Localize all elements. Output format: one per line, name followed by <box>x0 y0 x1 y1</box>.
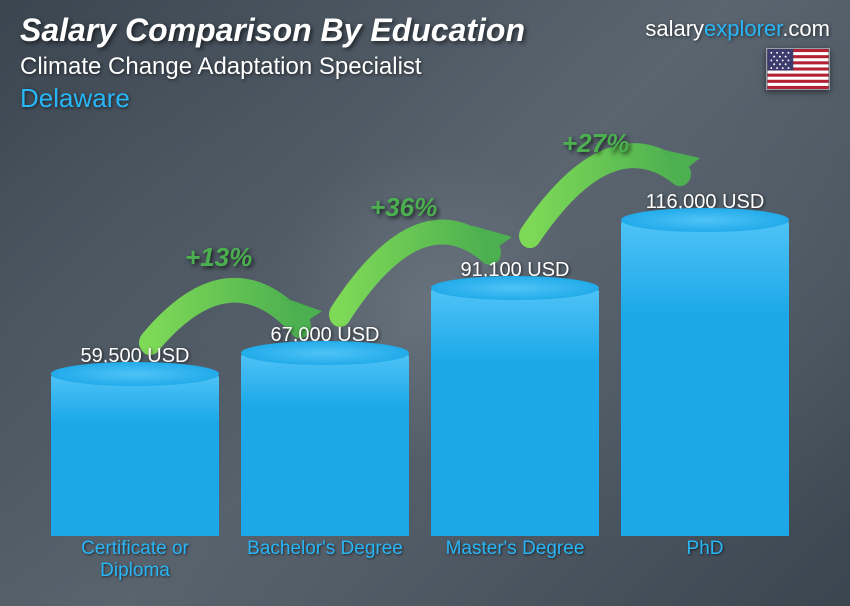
brand-logo: salaryexplorer.com <box>645 16 830 42</box>
bar <box>431 288 598 536</box>
bar-group: 67,000 USD <box>241 324 408 536</box>
location: Delaware <box>20 83 830 114</box>
xaxis-label: Bachelor's Degree <box>241 538 408 586</box>
xaxis-label: PhD <box>621 538 788 586</box>
brand-main: salary <box>645 16 704 41</box>
bar-top-ellipse <box>241 341 408 365</box>
bar <box>241 353 408 536</box>
xaxis-labels: Certificate or Diploma Bachelor's Degree M… <box>40 538 800 586</box>
job-title: Climate Change Adaptation Specialist <box>20 53 830 81</box>
xaxis-label: Certificate or Diploma <box>51 538 218 586</box>
brand-accent: explorer <box>704 16 782 41</box>
bar <box>51 374 218 536</box>
xaxis-label: Master's Degree <box>431 538 598 586</box>
bar-top-ellipse <box>621 208 788 232</box>
bar-top-ellipse <box>51 362 218 386</box>
bar-top-ellipse <box>431 276 598 300</box>
bar <box>621 220 788 536</box>
bar-group: 116,000 USD <box>621 191 788 536</box>
chart-area: +13% +36% +27% 59,500 USD 67,000 USD 91,… <box>40 140 800 586</box>
bar-group: 59,500 USD <box>51 345 218 536</box>
brand-suffix: .com <box>782 16 830 41</box>
bars-container: 59,500 USD 67,000 USD 91,100 USD 116,000… <box>40 140 800 536</box>
flag-icon <box>766 48 830 90</box>
bar-group: 91,100 USD <box>431 259 598 536</box>
